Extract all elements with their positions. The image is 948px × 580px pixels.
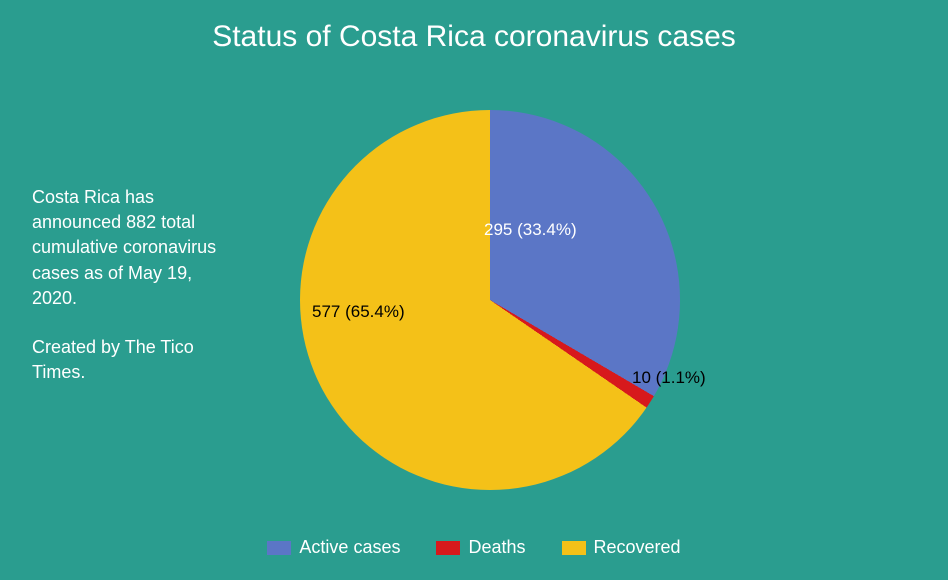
legend-swatch-deaths (436, 541, 460, 555)
side-text-credit: Created by The Tico Times. (32, 335, 232, 385)
legend-item-active: Active cases (267, 537, 400, 558)
legend-label-deaths: Deaths (468, 537, 525, 558)
legend-item-recovered: Recovered (562, 537, 681, 558)
legend-label-recovered: Recovered (594, 537, 681, 558)
data-label-deaths: 10 (1.1%) (632, 368, 706, 388)
pie-graphic (300, 110, 680, 490)
side-text-main: Costa Rica has announced 882 total cumul… (32, 185, 232, 311)
legend-item-deaths: Deaths (436, 537, 525, 558)
data-label-active: 295 (33.4%) (484, 220, 577, 240)
legend: Active cases Deaths Recovered (0, 537, 948, 558)
legend-label-active: Active cases (299, 537, 400, 558)
side-description: Costa Rica has announced 882 total cumul… (32, 185, 232, 385)
data-label-recovered: 577 (65.4%) (312, 302, 405, 322)
legend-swatch-recovered (562, 541, 586, 555)
chart-title: Status of Costa Rica coronavirus cases (0, 0, 948, 54)
legend-swatch-active (267, 541, 291, 555)
